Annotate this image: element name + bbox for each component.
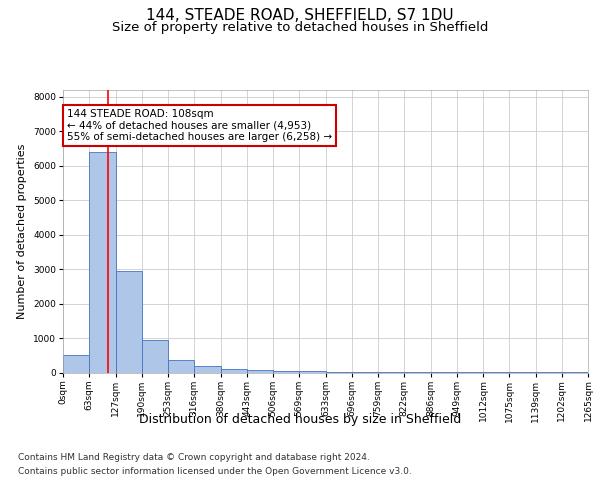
- Text: Contains HM Land Registry data © Crown copyright and database right 2024.: Contains HM Land Registry data © Crown c…: [18, 454, 370, 462]
- Text: 144 STEADE ROAD: 108sqm
← 44% of detached houses are smaller (4,953)
55% of semi: 144 STEADE ROAD: 108sqm ← 44% of detache…: [67, 109, 332, 142]
- Text: Distribution of detached houses by size in Sheffield: Distribution of detached houses by size …: [139, 412, 461, 426]
- Bar: [116, 271, 142, 372]
- Bar: [89, 152, 116, 372]
- Text: Size of property relative to detached houses in Sheffield: Size of property relative to detached ho…: [112, 21, 488, 34]
- Bar: [273, 371, 299, 372]
- Y-axis label: Number of detached properties: Number of detached properties: [17, 144, 28, 319]
- Bar: [247, 370, 273, 372]
- Bar: [142, 340, 168, 372]
- Text: Contains public sector information licensed under the Open Government Licence v3: Contains public sector information licen…: [18, 467, 412, 476]
- Bar: [221, 369, 247, 372]
- Bar: [63, 356, 89, 372]
- Text: 144, STEADE ROAD, SHEFFIELD, S7 1DU: 144, STEADE ROAD, SHEFFIELD, S7 1DU: [146, 8, 454, 22]
- Bar: [194, 366, 221, 372]
- Bar: [168, 360, 194, 372]
